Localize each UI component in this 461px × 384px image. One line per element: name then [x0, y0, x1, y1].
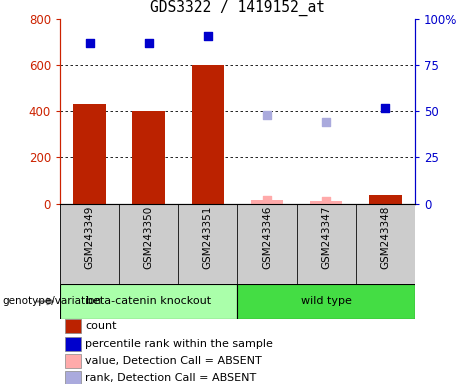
- Bar: [237, 284, 415, 319]
- Bar: [60, 284, 237, 319]
- Bar: [119, 204, 178, 284]
- Bar: [296, 204, 356, 284]
- Point: [322, 119, 330, 126]
- Title: GDS3322 / 1419152_at: GDS3322 / 1419152_at: [150, 0, 325, 17]
- Bar: [251, 200, 283, 204]
- Bar: [65, 337, 81, 351]
- Bar: [60, 204, 119, 284]
- Text: GSM243347: GSM243347: [321, 206, 331, 269]
- Text: count: count: [85, 321, 117, 331]
- Point: [145, 40, 152, 46]
- Text: GSM243346: GSM243346: [262, 206, 272, 269]
- Point: [322, 198, 330, 204]
- Point: [263, 197, 271, 203]
- Point: [86, 40, 93, 46]
- Text: beta-catenin knockout: beta-catenin knockout: [86, 296, 211, 306]
- Bar: [65, 371, 81, 384]
- Text: genotype/variation: genotype/variation: [2, 296, 101, 306]
- Point: [382, 104, 389, 111]
- Text: GSM243349: GSM243349: [84, 206, 95, 269]
- Bar: [356, 204, 415, 284]
- Bar: [178, 204, 237, 284]
- Point: [204, 33, 212, 39]
- Text: rank, Detection Call = ABSENT: rank, Detection Call = ABSENT: [85, 373, 256, 383]
- Text: value, Detection Call = ABSENT: value, Detection Call = ABSENT: [85, 356, 262, 366]
- Text: GSM243350: GSM243350: [144, 206, 154, 269]
- Bar: [192, 65, 224, 204]
- Bar: [310, 201, 343, 204]
- Bar: [65, 354, 81, 368]
- Text: percentile rank within the sample: percentile rank within the sample: [85, 339, 273, 349]
- Bar: [65, 319, 81, 333]
- Bar: [369, 195, 402, 204]
- Text: wild type: wild type: [301, 296, 352, 306]
- Text: GSM243348: GSM243348: [380, 206, 390, 269]
- Bar: [73, 104, 106, 204]
- Bar: [132, 111, 165, 204]
- Bar: [237, 204, 296, 284]
- Point: [263, 112, 271, 118]
- Text: GSM243351: GSM243351: [203, 206, 213, 269]
